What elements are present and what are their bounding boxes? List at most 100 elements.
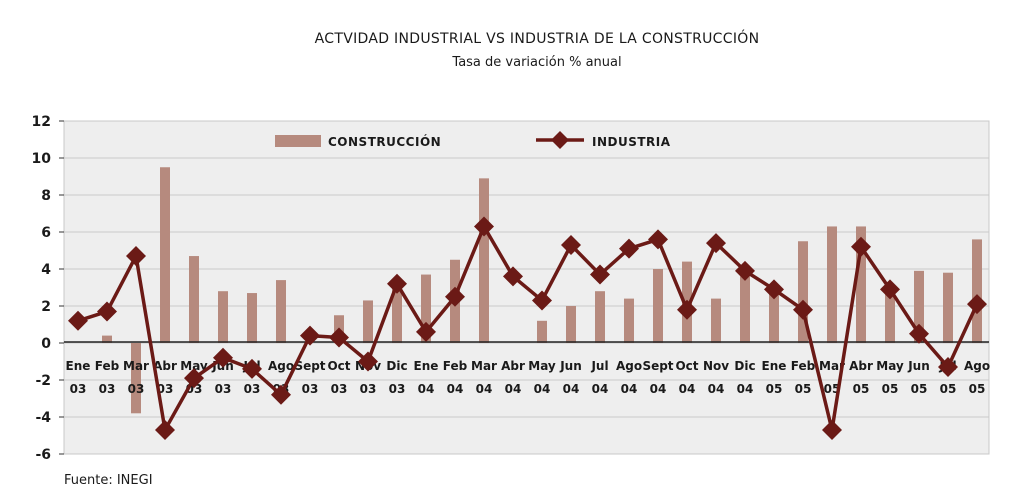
- x-tick-year: 03: [128, 382, 145, 396]
- x-tick-year: 04: [534, 382, 551, 396]
- x-tick-month: May: [180, 359, 208, 373]
- y-tick-label: -4: [35, 410, 51, 426]
- construccion-bar: [421, 274, 431, 343]
- industria-point: [271, 384, 291, 405]
- construccion-bar: [972, 239, 982, 343]
- x-tick-year: 05: [766, 382, 783, 396]
- x-tick-month: Oct: [327, 359, 350, 373]
- industria-point: [880, 279, 900, 300]
- y-tick-label: -6: [35, 447, 51, 463]
- x-tick-month: May: [876, 359, 904, 373]
- industria-point: [677, 299, 697, 320]
- construccion-bar: [160, 167, 170, 343]
- industria-point: [561, 234, 581, 255]
- x-tick-year: 05: [795, 382, 812, 396]
- industria-point: [793, 299, 813, 320]
- industria-point: [184, 368, 204, 389]
- x-tick-month: Abr: [153, 359, 177, 373]
- industria-point: [474, 216, 494, 237]
- x-tick-month: Feb: [791, 359, 816, 373]
- x-tick-year: 03: [215, 382, 232, 396]
- x-tick-month: Ene: [414, 359, 439, 373]
- x-tick-month: Ago: [964, 359, 990, 373]
- legend-swatch-construccion: [275, 135, 321, 147]
- industria-point: [532, 290, 552, 311]
- x-tick-year: 03: [244, 382, 261, 396]
- x-tick-year: 04: [737, 382, 754, 396]
- industria-point: [445, 286, 465, 307]
- x-tick-year: 05: [969, 382, 986, 396]
- chart-title: ACTVIDAD INDUSTRIAL VS INDUSTRIA DE LA C…: [314, 31, 760, 47]
- construccion-bar: [740, 276, 750, 343]
- industria-point: [358, 351, 378, 372]
- x-tick-month: Ago: [616, 359, 642, 373]
- y-tick-label: 4: [41, 262, 51, 278]
- legend-label-construccion: CONSTRUCCIÓN: [328, 134, 441, 149]
- x-tick-year: 03: [70, 382, 87, 396]
- construccion-bar: [189, 256, 199, 343]
- x-tick-year: 04: [447, 382, 464, 396]
- construccion-bar: [827, 226, 837, 343]
- industria-point: [503, 266, 523, 287]
- industria-point: [590, 264, 610, 285]
- x-tick-year: 05: [882, 382, 899, 396]
- industria-point: [416, 321, 436, 342]
- chart-subtitle: Tasa de variación % anual: [452, 55, 622, 70]
- industria-point: [822, 419, 842, 440]
- x-tick-month: Feb: [95, 359, 120, 373]
- construccion-bar: [276, 280, 286, 343]
- industria-point: [706, 233, 726, 254]
- construccion-bar: [943, 272, 953, 343]
- construccion-bar: [711, 298, 721, 343]
- construccion-bar: [769, 289, 779, 343]
- industria-point: [213, 347, 233, 368]
- construccion-bar: [479, 178, 489, 343]
- industria-line: [68, 216, 987, 440]
- x-tick-month: Nov: [703, 359, 729, 373]
- x-tick-month: Dic: [386, 359, 407, 373]
- industria-point: [97, 301, 117, 322]
- y-axis: -6 -4 -2 0 2 4 6 8 10 12: [32, 114, 64, 463]
- x-tick-year: 04: [679, 382, 696, 396]
- x-tick-year: 04: [592, 382, 609, 396]
- x-tick-year: 04: [708, 382, 725, 396]
- construccion-bar: [218, 291, 228, 343]
- x-tick-year: 03: [302, 382, 319, 396]
- industria-point: [909, 323, 929, 344]
- construccion-bar: [363, 300, 373, 343]
- x-tick-year: 05: [940, 382, 957, 396]
- x-tick-month: Abr: [501, 359, 525, 373]
- construccion-bar: [247, 293, 257, 343]
- industria-point: [764, 279, 784, 300]
- x-tick-year: 05: [853, 382, 870, 396]
- construccion-bar: [392, 287, 402, 343]
- x-tick-year: 03: [99, 382, 116, 396]
- construccion-bar: [131, 343, 141, 414]
- construccion-bar: [595, 291, 605, 343]
- x-tick-month: Ago: [268, 359, 294, 373]
- y-tick-label: 10: [32, 151, 52, 167]
- x-tick-month: Dic: [734, 359, 755, 373]
- x-tick-year: 05: [911, 382, 928, 396]
- x-tick-month: Sept: [294, 359, 325, 373]
- legend: CONSTRUCCIÓN INDUSTRIA: [275, 131, 670, 149]
- x-tick-year: 04: [563, 382, 580, 396]
- industria-point: [619, 238, 639, 259]
- legend-swatch-industria-marker: [551, 131, 569, 149]
- industria-point: [735, 260, 755, 281]
- chart: -6 -4 -2 0 2 4 6 8 10 12 Ene 03 Feb 03 Mar 03 Abr 03 May 0…: [32, 114, 991, 463]
- x-tick-year: 04: [621, 382, 638, 396]
- construccion-bar: [653, 269, 663, 343]
- industria-point: [648, 229, 668, 250]
- y-tick-label: 8: [41, 188, 51, 204]
- y-tick-label: 6: [41, 225, 51, 241]
- industria-point: [329, 327, 349, 348]
- x-tick-year: 04: [650, 382, 667, 396]
- x-tick-month: Oct: [675, 359, 698, 373]
- industria-point: [126, 246, 146, 267]
- x-tick-month: Mar: [123, 359, 149, 373]
- x-tick-month: Jun: [559, 359, 582, 373]
- x-tick-month: Jun: [907, 359, 930, 373]
- x-tick-month: Ene: [762, 359, 787, 373]
- construccion-bar: [798, 241, 808, 343]
